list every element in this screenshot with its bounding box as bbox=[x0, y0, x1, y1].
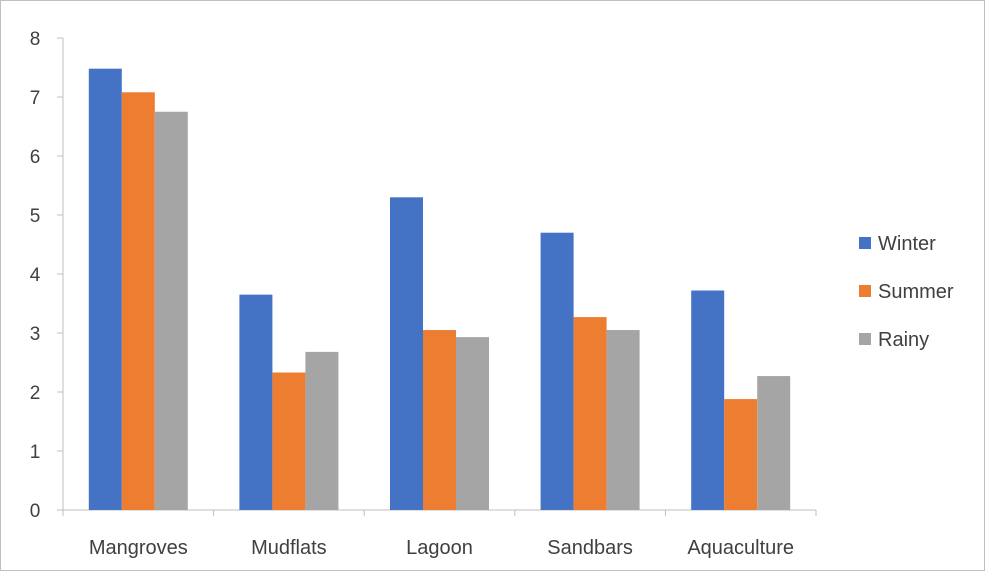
legend-swatch-winter bbox=[859, 237, 871, 249]
bar-summer-sandbars bbox=[574, 317, 607, 510]
legend-swatch-rainy bbox=[859, 333, 871, 345]
legend: Winter Summer Rainy bbox=[859, 233, 954, 351]
y-tick-label: 8 bbox=[30, 29, 41, 50]
x-category-label: Sandbars bbox=[547, 537, 633, 559]
y-tick-label: 6 bbox=[30, 147, 41, 168]
bar-winter-aquaculture bbox=[691, 291, 724, 510]
bar-winter-lagoon bbox=[390, 197, 423, 510]
bar-winter-mangroves bbox=[89, 69, 122, 510]
legend-label-rainy: Rainy bbox=[878, 329, 929, 351]
legend-swatch-summer bbox=[859, 285, 871, 297]
y-tick-label: 3 bbox=[30, 324, 41, 345]
bar-rainy-sandbars bbox=[607, 330, 640, 510]
bar-rainy-lagoon bbox=[456, 337, 489, 510]
legend-label-summer: Summer bbox=[878, 281, 954, 303]
bar-winter-mudflats bbox=[239, 295, 272, 510]
x-category-label: Aquaculture bbox=[687, 537, 794, 559]
x-category-label: Lagoon bbox=[406, 537, 473, 559]
y-tick-label: 2 bbox=[30, 383, 41, 404]
bars bbox=[89, 69, 790, 510]
bar-rainy-mangroves bbox=[155, 112, 188, 510]
bar-rainy-mudflats bbox=[305, 352, 338, 510]
x-category-label: Mudflats bbox=[251, 537, 327, 559]
y-tick-label: 5 bbox=[30, 206, 41, 227]
bar-rainy-aquaculture bbox=[757, 376, 790, 510]
bar-summer-mudflats bbox=[272, 373, 305, 510]
x-category-label: Mangroves bbox=[89, 537, 188, 559]
y-tick-label: 7 bbox=[30, 88, 41, 109]
bar-summer-lagoon bbox=[423, 330, 456, 510]
y-tick-label: 4 bbox=[30, 265, 41, 286]
bar-summer-aquaculture bbox=[724, 399, 757, 510]
bar-summer-mangroves bbox=[122, 92, 155, 510]
y-tick-label: 1 bbox=[30, 442, 41, 463]
legend-label-winter: Winter bbox=[878, 233, 936, 255]
y-tick-label: 0 bbox=[30, 501, 41, 522]
bar-winter-sandbars bbox=[541, 233, 574, 510]
